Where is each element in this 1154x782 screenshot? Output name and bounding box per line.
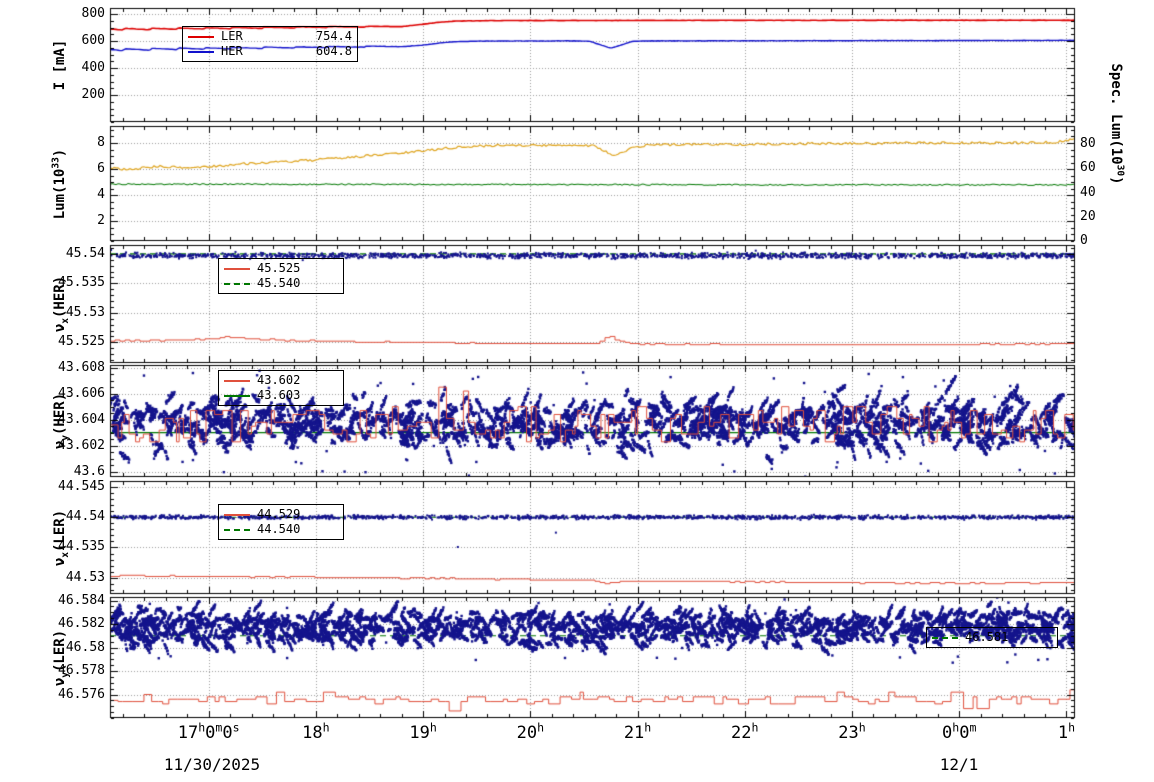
legend-series-value: 43.603 <box>257 388 301 402</box>
legend-entry: 43.603 <box>224 388 338 403</box>
right-tick-label: 60 <box>1080 160 1096 176</box>
y-tick-label-nu-y-her: 43.604 <box>58 411 105 427</box>
x-tick-label: 23h <box>838 720 866 743</box>
y-tick-label-luminosity: 6 <box>97 161 105 177</box>
legend-series-value: 45.525 <box>257 261 301 275</box>
legend-line-sample <box>224 282 250 285</box>
y-tick-label-nu-y-ler: 46.576 <box>58 686 105 702</box>
y-tick-label-luminosity: 8 <box>97 134 105 150</box>
legend-entry: HER 604.8 <box>188 44 352 59</box>
legend-entry: 45.540 <box>224 276 338 291</box>
legend-line-sample <box>188 50 214 53</box>
x-tick-label: 18h <box>302 720 330 743</box>
legend-series-value: 46.581 <box>965 630 1009 644</box>
legend-entry: 45.525 <box>224 261 338 276</box>
y-tick-label-nu-x-her: 45.525 <box>58 334 105 350</box>
legend-series-name: HER <box>221 44 243 58</box>
x-tick-label: 21h <box>623 720 652 743</box>
right-tick-label: 40 <box>1080 184 1096 200</box>
legend-series-value: 44.529 <box>257 507 301 521</box>
legend-series-name: LER <box>221 29 243 43</box>
legend-entry: 43.602 <box>224 373 338 388</box>
x-tick-label: 20h <box>516 720 545 743</box>
legend-series-value: 43.602 <box>257 373 301 387</box>
legend-line-sample <box>224 394 250 397</box>
legend-series-value: 45.540 <box>257 276 301 290</box>
right-tick-label: 0 <box>1080 233 1088 248</box>
y-tick-label-beam-currents: 400 <box>81 60 105 76</box>
legend-line-sample <box>188 35 214 38</box>
x-tick-label: 1h <box>1057 720 1076 743</box>
x-tick-label: 0h0m <box>941 720 977 743</box>
legend-entry: LER 754.4 <box>188 29 352 44</box>
legend-line-sample <box>224 528 250 531</box>
y-tick-label-nu-x-her: 45.535 <box>58 275 105 291</box>
y-tick-label-beam-currents: 200 <box>81 87 105 103</box>
y-tick-label-nu-y-her: 43.6 <box>73 463 105 479</box>
date-label-end: 12/1 <box>939 755 979 774</box>
legend-nu-x-her: 45.525 45.540 <box>218 258 344 294</box>
y-axis-title-nu-y-ler: νy(LER) <box>52 629 71 686</box>
y-tick-label-nu-x-ler: 44.53 <box>65 569 105 585</box>
y-tick-label-nu-y-ler: 46.58 <box>65 639 105 655</box>
y-axis-title-nu-x-ler: νx(LER) <box>52 509 71 566</box>
legend-line-sample <box>932 636 958 639</box>
y-tick-label-nu-x-her: 45.54 <box>65 245 105 261</box>
legend-entry: 44.529 <box>224 507 338 522</box>
y-tick-label-luminosity: 4 <box>97 187 105 203</box>
y-tick-label-nu-x-ler: 44.54 <box>65 509 105 525</box>
legend-nu-x-ler: 44.529 44.540 <box>218 504 344 540</box>
x-tick-label: 19h <box>409 720 437 743</box>
legend-nu-y-her: 43.602 43.603 <box>218 370 344 406</box>
y-tick-label-nu-x-ler: 44.535 <box>58 539 105 555</box>
x-tick-label: 22h <box>731 720 759 743</box>
right-tick-label: 20 <box>1080 208 1096 224</box>
y-axis-title-nu-x-her: νx(HER) <box>52 275 71 333</box>
legend-entry: 44.540 <box>224 522 338 537</box>
y-tick-label-nu-y-her: 43.606 <box>58 385 105 401</box>
legend-series-value: 604.8 <box>315 44 352 58</box>
legend-line-sample <box>224 267 250 270</box>
legend-series-value: 44.540 <box>257 522 301 536</box>
date-label-start: 11/30/2025 <box>163 755 261 774</box>
right-tick-label: 80 <box>1080 136 1096 152</box>
y-tick-label-nu-y-ler: 46.582 <box>58 616 105 632</box>
legend-line-sample <box>224 513 250 516</box>
y-tick-label-luminosity: 2 <box>97 213 105 229</box>
legend-entry: 46.581 <box>932 630 1052 645</box>
y-tick-label-nu-x-her: 45.53 <box>65 304 105 320</box>
y-tick-label-nu-y-her: 43.608 <box>58 359 105 375</box>
y-tick-label-nu-y-ler: 46.578 <box>58 663 105 678</box>
y-tick-label-beam-currents: 600 <box>81 33 105 49</box>
y-tick-label-nu-y-her: 43.602 <box>58 437 105 453</box>
y-axis-title-nu-y-her: νy(HER) <box>52 392 71 450</box>
y-axis-title-luminosity: Lum(1033) <box>50 148 68 219</box>
x-tick-label: 17h0m0s <box>177 720 240 743</box>
right-axis-title: Spec. Lum(1030) <box>1108 63 1126 185</box>
y-tick-label-beam-currents: 800 <box>81 6 105 22</box>
legend-beam-currents: LER 754.4 HER 604.8 <box>182 26 358 62</box>
y-tick-label-nu-y-ler: 46.584 <box>58 592 105 608</box>
y-tick-label-nu-x-ler: 44.545 <box>58 479 105 495</box>
y-axis-title-beam-currents: I [mA] <box>52 39 68 91</box>
legend-nu-y-ler: 46.581 <box>926 627 1058 648</box>
legend-series-value: 754.4 <box>315 29 352 43</box>
legend-line-sample <box>224 379 250 382</box>
